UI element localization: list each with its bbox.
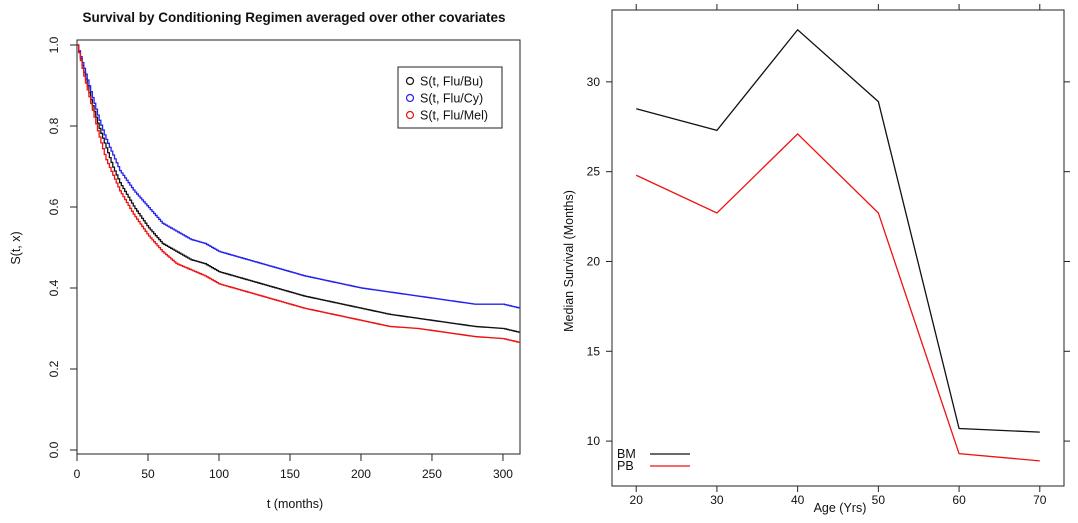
left-plot-area: 0 50 100 150 200 250 300 0.0 0.2 0.4 0.6 0.8 1.0 S(t,… (47, 36, 521, 481)
left-x-tick-label: 0 (74, 467, 81, 481)
right-x-axis-title: Age (Yrs) (814, 501, 867, 515)
left-legend-label: S(t, Flu/Mel) (420, 109, 488, 123)
right-series-line (635, 133, 1040, 462)
left-legend-marker (405, 93, 415, 103)
right-x-tick-label: 20 (630, 493, 644, 507)
left-x-tick-label: 200 (351, 467, 371, 481)
right-y-axis-title: Median Survival (Months) (562, 190, 576, 332)
left-y-tick-label: 0.8 (47, 117, 61, 134)
left-y-tick-label: 0.2 (47, 360, 61, 377)
right-y-tick-label: 30 (587, 75, 601, 89)
right-x-tick-label: 50 (872, 493, 886, 507)
right-x-tick-label: 70 (1033, 493, 1047, 507)
right-x-tick-label: 40 (791, 493, 805, 507)
left-x-tick-label: 250 (422, 467, 442, 481)
right-y-tick-label: 15 (587, 344, 601, 358)
left-y-tick-label: 0.4 (47, 279, 61, 296)
right-legend-label: BM (617, 447, 636, 461)
left-series-line (77, 44, 520, 333)
left-y-tick-label: 0.6 (47, 198, 61, 215)
left-x-tick-label: 100 (209, 467, 229, 481)
left-chart-title: Survival by Conditioning Regimen average… (82, 10, 505, 25)
left-series-line (77, 44, 520, 309)
right-y-tick-label: 10 (587, 434, 601, 448)
left-y-tick-label: 1.0 (47, 36, 61, 53)
left-y-tick-label: 0.0 (47, 441, 61, 458)
right-plot-frame (611, 9, 1065, 487)
left-x-tick-label: 50 (141, 467, 155, 481)
left-x-axis-title: t (months) (267, 497, 323, 511)
right-x-tick-label: 60 (952, 493, 966, 507)
left-series-line (77, 44, 520, 343)
right-legend-label: PB (617, 459, 634, 473)
left-legend-marker (405, 110, 415, 120)
left-legend-label: S(t, Flu/Bu) (420, 75, 483, 89)
left-legend-marker (405, 76, 415, 86)
left-plot-frame (76, 39, 521, 455)
right-x-tick-label: 30 (710, 493, 724, 507)
right-y-tick-label: 20 (587, 254, 601, 268)
left-y-axis-title: S(t, x) (9, 231, 23, 264)
right-y-tick-label: 25 (587, 165, 601, 179)
right-series-line (636, 28, 1040, 433)
left-x-tick-label: 150 (280, 467, 300, 481)
left-x-tick-label: 300 (493, 467, 513, 481)
left-legend-box (397, 66, 503, 129)
left-legend-label: S(t, Flu/Cy) (420, 92, 483, 106)
